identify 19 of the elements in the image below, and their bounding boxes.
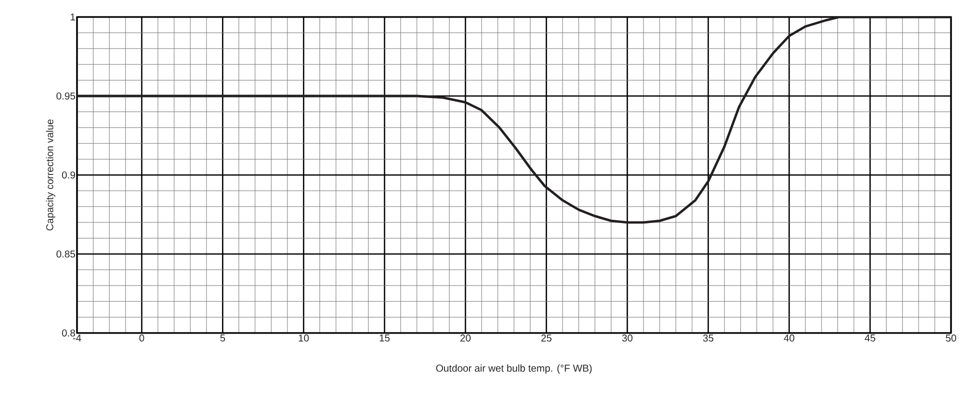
y-tick-label: 0.9 bbox=[62, 171, 76, 179]
x-tick-label: 50 bbox=[946, 334, 956, 342]
x-tick-label: 0 bbox=[139, 334, 144, 342]
x-tick-label: 25 bbox=[541, 334, 552, 342]
y-tick-label: 0.8 bbox=[62, 329, 76, 337]
x-tick-label: -4 bbox=[73, 334, 82, 342]
y-axis-title: Capacity correction value bbox=[46, 120, 56, 230]
x-axis-title: Outdoor air wet bulb temp. (°F WB) bbox=[436, 364, 592, 374]
x-tick-label: 35 bbox=[703, 334, 714, 342]
y-tick-label: 1 bbox=[70, 14, 76, 20]
x-tick-label: 45 bbox=[864, 334, 876, 342]
x-tick-label: 20 bbox=[460, 334, 471, 342]
x-tick-label: 10 bbox=[298, 334, 309, 342]
x-tick-label: 40 bbox=[784, 334, 794, 342]
y-tick-label: 0.85 bbox=[56, 250, 76, 258]
x-tick-label: 30 bbox=[622, 334, 632, 342]
x-tick-label: 5 bbox=[220, 334, 226, 342]
y-tick-label: 0.95 bbox=[56, 92, 76, 100]
x-tick-label: 15 bbox=[380, 334, 390, 342]
